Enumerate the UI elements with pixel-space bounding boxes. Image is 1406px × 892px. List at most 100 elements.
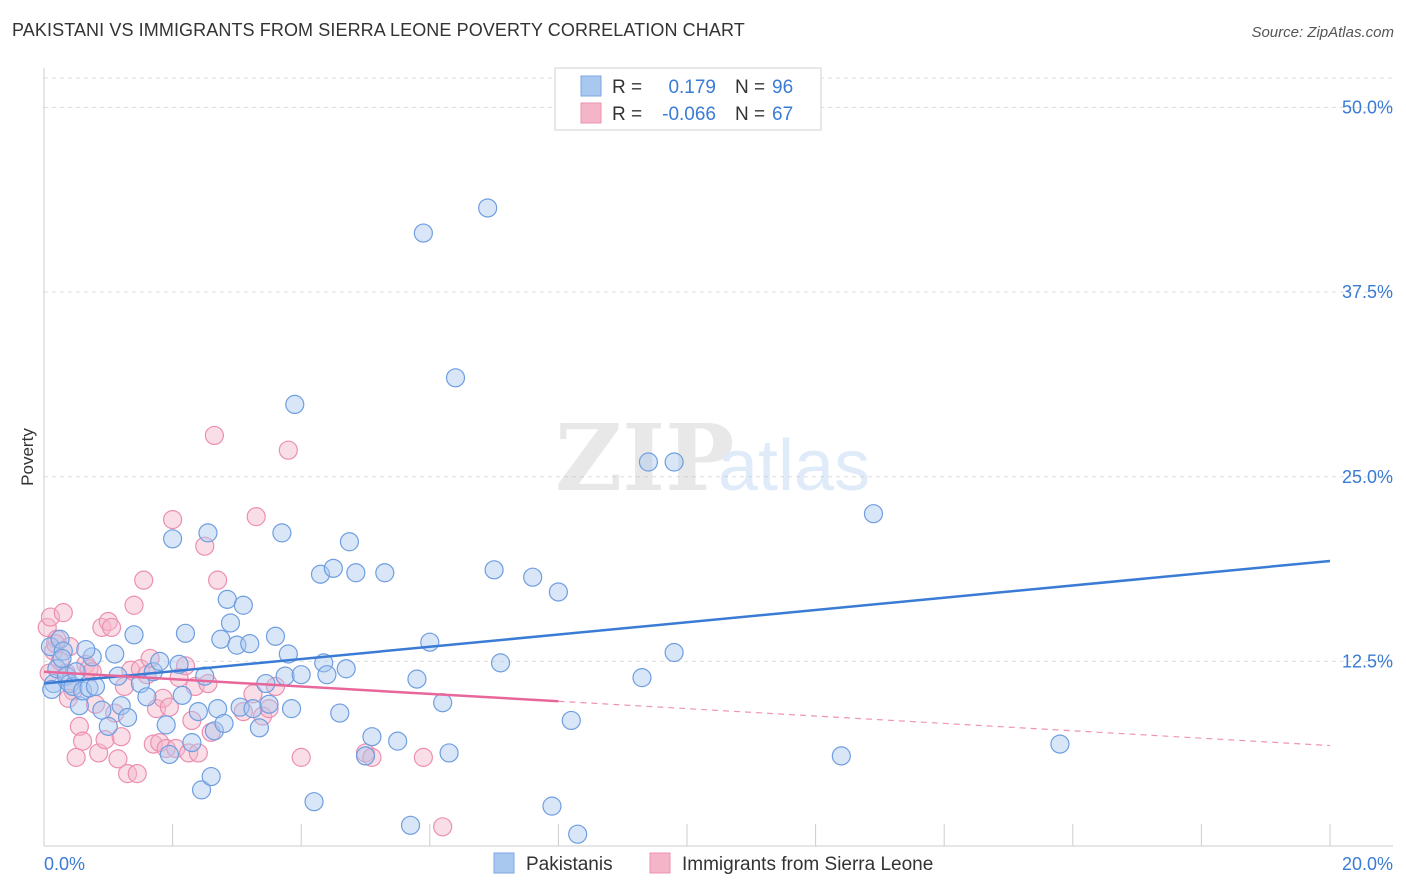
- legend-swatch-pink: [580, 102, 602, 124]
- pakistanis-point: [439, 743, 459, 763]
- y-tick-labels: 12.5% 25.0% 37.5% 50.0%: [1342, 98, 1393, 672]
- pakistanis-point: [548, 582, 569, 602]
- y-axis-title: Poverty: [18, 428, 37, 486]
- legend: R = 0.179 N = 96 R = -0.066 N = 67: [554, 67, 822, 131]
- pakistanis-point: [191, 780, 212, 800]
- sierra-leone-point: [72, 731, 93, 751]
- pakistanis-point: [117, 707, 138, 728]
- pakistanis-point: [355, 746, 376, 766]
- pakistanis-point: [400, 815, 421, 835]
- pakistanis-point: [105, 644, 125, 664]
- pakistanis-point: [198, 523, 218, 543]
- pakistanis-point: [561, 710, 581, 731]
- sierra-leone-point: [413, 747, 433, 767]
- sierra-leone-point: [163, 509, 183, 530]
- series-pakistanis: [40, 198, 1070, 844]
- sierra-leone-point: [82, 662, 102, 682]
- sierra-leone-point: [433, 817, 453, 837]
- pakistanis-trend-line: [43, 559, 1331, 685]
- pakistanis-point: [150, 651, 170, 671]
- pakistanis-point: [50, 629, 70, 649]
- pakistanis-point: [211, 629, 231, 649]
- sierra-leone-point: [259, 699, 279, 719]
- pakistanis-point: [523, 567, 543, 587]
- sierra-leone-point: [208, 570, 228, 590]
- sierra-leone-point: [362, 747, 382, 767]
- pakistanis-point: [243, 699, 263, 719]
- watermark-atlas: atlas: [718, 426, 870, 506]
- pakistanis-point: [291, 665, 311, 685]
- pakistanis-point: [388, 731, 408, 751]
- pakistanis-point: [66, 662, 86, 682]
- series-immigrants-sierra-leone: [37, 425, 453, 837]
- pakistanis-point: [490, 653, 511, 673]
- sierra-leone-point: [69, 716, 89, 736]
- pakistanis-point: [336, 659, 356, 679]
- sierra-leone-point: [278, 440, 298, 460]
- pakistanis-point: [478, 198, 498, 218]
- sierra-leone-point: [246, 507, 266, 527]
- pakistanis-point: [124, 625, 144, 645]
- pakistanis-point: [362, 727, 382, 747]
- pakistanis-point: [172, 685, 192, 705]
- pakistanis-point: [137, 687, 157, 707]
- pakistanis-point: [863, 504, 884, 524]
- pakistanis-point: [92, 700, 112, 720]
- pakistanis-point: [664, 452, 684, 472]
- pakistanis-point: [317, 665, 337, 685]
- pakistanis-point: [52, 648, 72, 669]
- sierra-leone-point: [101, 617, 122, 638]
- pakistanis-point: [175, 623, 196, 643]
- sierra-leone-point: [117, 764, 138, 784]
- legend-r-label: R =: [612, 77, 642, 98]
- pakistanis-point: [265, 626, 286, 646]
- x-tick-label-max: 20.0%: [1342, 854, 1393, 874]
- axes: [43, 68, 1393, 847]
- legend-r-value: -0.066: [662, 104, 716, 125]
- sierra-leone-point: [124, 595, 144, 615]
- pakistanis-point: [664, 642, 684, 663]
- pakistanis-point: [445, 368, 466, 388]
- pakistanis-point: [69, 696, 89, 716]
- source-label: Source: ZipAtlas.com: [1251, 24, 1394, 41]
- trend-lines: [43, 559, 1331, 747]
- pakistanis-point: [330, 703, 350, 723]
- chart-title: PAKISTANI VS IMMIGRANTS FROM SIERRA LEON…: [12, 20, 745, 40]
- pakistanis-point: [76, 639, 96, 660]
- pakistanis-point: [413, 223, 433, 243]
- pakistanis-point: [433, 693, 453, 713]
- sierra-leone-trend-line-extension: [558, 700, 1331, 747]
- bottom-legend: Pakistanis Immigrants from Sierra Leone: [493, 852, 933, 875]
- legend-n-value: 67: [772, 104, 793, 125]
- y-tick-label: 25.0%: [1342, 467, 1393, 487]
- sierra-leone-point: [143, 734, 163, 754]
- legend-n-label: N =: [735, 77, 765, 98]
- pakistanis-point: [568, 824, 588, 844]
- bottom-legend-swatch-pink: [649, 852, 671, 874]
- sierra-leone-point: [204, 425, 224, 446]
- bottom-legend-label-sierra-leone: Immigrants from Sierra Leone: [682, 854, 933, 875]
- sierra-leone-point: [98, 611, 118, 632]
- pakistanis-point: [53, 641, 73, 661]
- pakistanis-point: [285, 394, 305, 414]
- pakistanis-point: [182, 733, 202, 753]
- sierra-leone-point: [66, 747, 86, 767]
- pakistanis-point: [201, 766, 221, 787]
- pakistanis-point: [82, 647, 102, 667]
- sierra-leone-point: [291, 747, 311, 767]
- pakistanis-point: [217, 589, 237, 609]
- pakistanis-point: [98, 716, 118, 736]
- pakistanis-point: [111, 696, 131, 716]
- y-tick-label: 12.5%: [1342, 651, 1393, 671]
- legend-n-label: N =: [735, 104, 765, 125]
- pakistanis-point: [240, 634, 260, 654]
- x-tick-label-min: 0.0%: [44, 854, 85, 874]
- pakistanis-point: [632, 668, 652, 688]
- sierra-leone-point: [134, 570, 154, 590]
- pakistanis-point: [281, 699, 302, 719]
- pakistanis-point: [484, 560, 504, 580]
- sierra-leone-point: [253, 706, 273, 726]
- sierra-leone-point: [40, 607, 61, 627]
- pakistanis-point: [249, 718, 270, 738]
- legend-n-value: 96: [772, 77, 793, 98]
